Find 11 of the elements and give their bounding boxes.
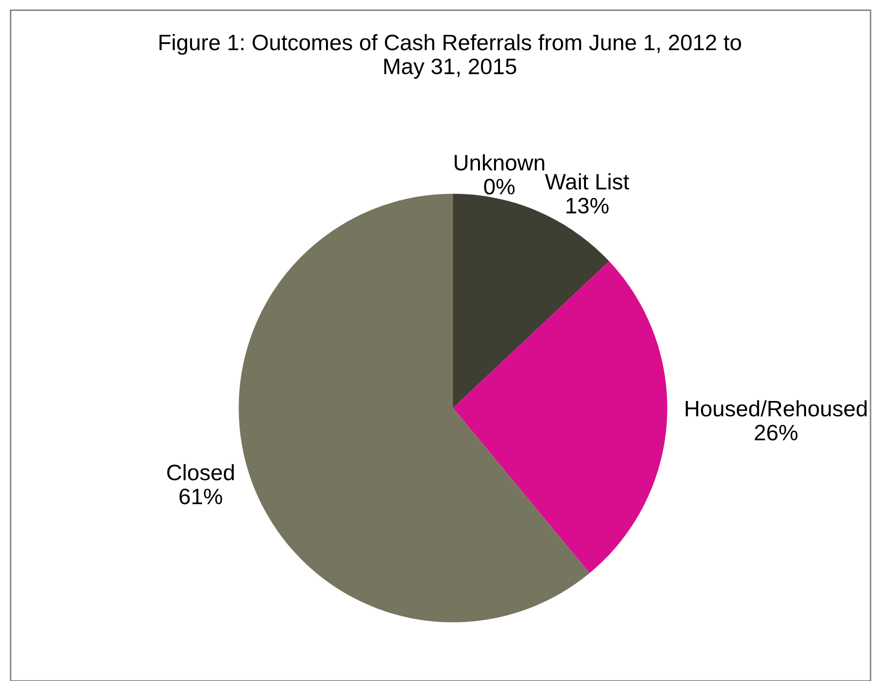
slice-label: Housed/Rehoused: [686, 400, 867, 417]
data-label: 13%: [566, 198, 609, 214]
pie-slice: [453, 261, 668, 574]
data-label: 26%: [754, 424, 798, 440]
slice-label: Closed: [167, 464, 234, 480]
slice-label: Wait List: [545, 173, 630, 190]
text: 0%: [484, 178, 515, 195]
category-label: Unknown: [454, 154, 544, 171]
data-label: 61%: [180, 488, 222, 504]
pie-slice: [453, 194, 610, 408]
chart-title: Figure 1: Outcomes of Cash Referrals from June 1, 2012 to May 31, 2015: [160, 34, 742, 79]
